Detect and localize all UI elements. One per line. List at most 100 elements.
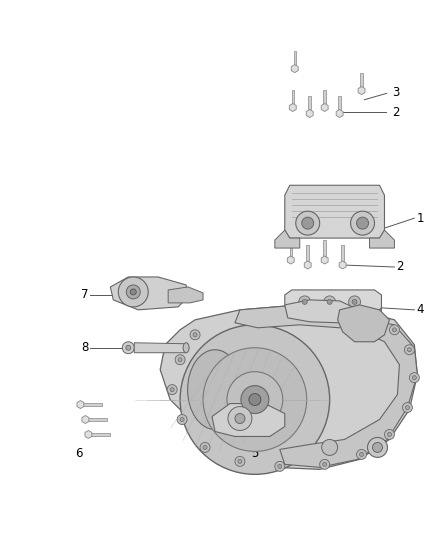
Circle shape [275, 462, 285, 471]
Polygon shape [160, 305, 417, 470]
Circle shape [126, 345, 131, 350]
Circle shape [299, 296, 311, 308]
Circle shape [238, 459, 242, 463]
Polygon shape [370, 230, 395, 248]
Ellipse shape [187, 350, 242, 430]
Polygon shape [77, 401, 84, 409]
Circle shape [407, 348, 411, 352]
Circle shape [177, 415, 187, 424]
Circle shape [406, 406, 410, 409]
Polygon shape [321, 103, 328, 111]
Circle shape [122, 342, 134, 354]
Circle shape [324, 296, 336, 308]
Polygon shape [285, 185, 385, 238]
Circle shape [235, 414, 245, 424]
Circle shape [227, 372, 283, 427]
Circle shape [118, 277, 148, 307]
Text: 1: 1 [417, 212, 424, 224]
Circle shape [130, 289, 136, 295]
Circle shape [385, 430, 395, 439]
Polygon shape [290, 240, 292, 260]
Text: 7: 7 [81, 288, 88, 301]
Polygon shape [285, 300, 355, 323]
Polygon shape [110, 277, 188, 310]
Circle shape [302, 300, 307, 304]
Polygon shape [323, 90, 326, 108]
Polygon shape [339, 261, 346, 269]
Polygon shape [82, 416, 89, 424]
Polygon shape [85, 431, 92, 439]
Circle shape [167, 385, 177, 394]
Circle shape [320, 459, 330, 470]
Circle shape [193, 333, 197, 337]
Circle shape [404, 345, 414, 355]
Text: 2: 2 [396, 261, 404, 273]
Polygon shape [88, 433, 110, 435]
Polygon shape [291, 64, 298, 72]
Polygon shape [323, 240, 326, 260]
Circle shape [357, 449, 367, 459]
Polygon shape [290, 103, 296, 111]
Circle shape [170, 387, 174, 392]
Circle shape [323, 462, 327, 466]
Polygon shape [341, 245, 344, 265]
Polygon shape [321, 256, 328, 264]
Circle shape [180, 325, 330, 474]
Circle shape [302, 217, 314, 229]
Circle shape [403, 402, 413, 413]
Circle shape [228, 407, 252, 431]
Circle shape [249, 393, 261, 406]
Circle shape [178, 358, 182, 362]
Text: 5: 5 [251, 447, 258, 461]
Polygon shape [293, 51, 296, 69]
Polygon shape [304, 261, 311, 269]
Circle shape [367, 438, 388, 457]
Polygon shape [360, 72, 363, 91]
Polygon shape [307, 245, 309, 265]
Polygon shape [287, 256, 294, 264]
Circle shape [200, 442, 210, 453]
Text: 2: 2 [392, 106, 400, 119]
Polygon shape [336, 109, 343, 117]
Polygon shape [292, 90, 294, 108]
Polygon shape [285, 308, 381, 324]
Polygon shape [212, 403, 285, 437]
Polygon shape [85, 418, 107, 421]
Polygon shape [358, 86, 365, 94]
Polygon shape [168, 287, 203, 303]
Circle shape [388, 432, 392, 437]
Circle shape [175, 355, 185, 365]
Circle shape [372, 442, 382, 453]
Polygon shape [134, 343, 186, 353]
Text: 4: 4 [417, 303, 424, 317]
Circle shape [352, 300, 357, 304]
Polygon shape [338, 305, 389, 342]
Circle shape [296, 211, 320, 235]
Ellipse shape [183, 343, 189, 353]
Circle shape [278, 464, 282, 469]
Polygon shape [275, 230, 300, 248]
Polygon shape [280, 315, 417, 467]
Circle shape [413, 376, 417, 379]
Polygon shape [285, 290, 381, 314]
Circle shape [235, 456, 245, 466]
Circle shape [392, 328, 396, 332]
Polygon shape [235, 305, 360, 328]
Circle shape [180, 417, 184, 422]
Circle shape [126, 285, 140, 299]
Circle shape [349, 296, 360, 308]
Circle shape [410, 373, 419, 383]
Circle shape [241, 385, 269, 414]
Polygon shape [81, 403, 102, 406]
Circle shape [360, 453, 364, 456]
Circle shape [203, 446, 207, 449]
Text: 3: 3 [392, 86, 400, 99]
Circle shape [190, 330, 200, 340]
Circle shape [357, 217, 368, 229]
Text: 8: 8 [81, 341, 88, 354]
Polygon shape [308, 95, 311, 114]
Circle shape [389, 325, 399, 335]
Text: 6: 6 [75, 447, 82, 461]
Polygon shape [306, 109, 313, 117]
Circle shape [203, 348, 307, 451]
